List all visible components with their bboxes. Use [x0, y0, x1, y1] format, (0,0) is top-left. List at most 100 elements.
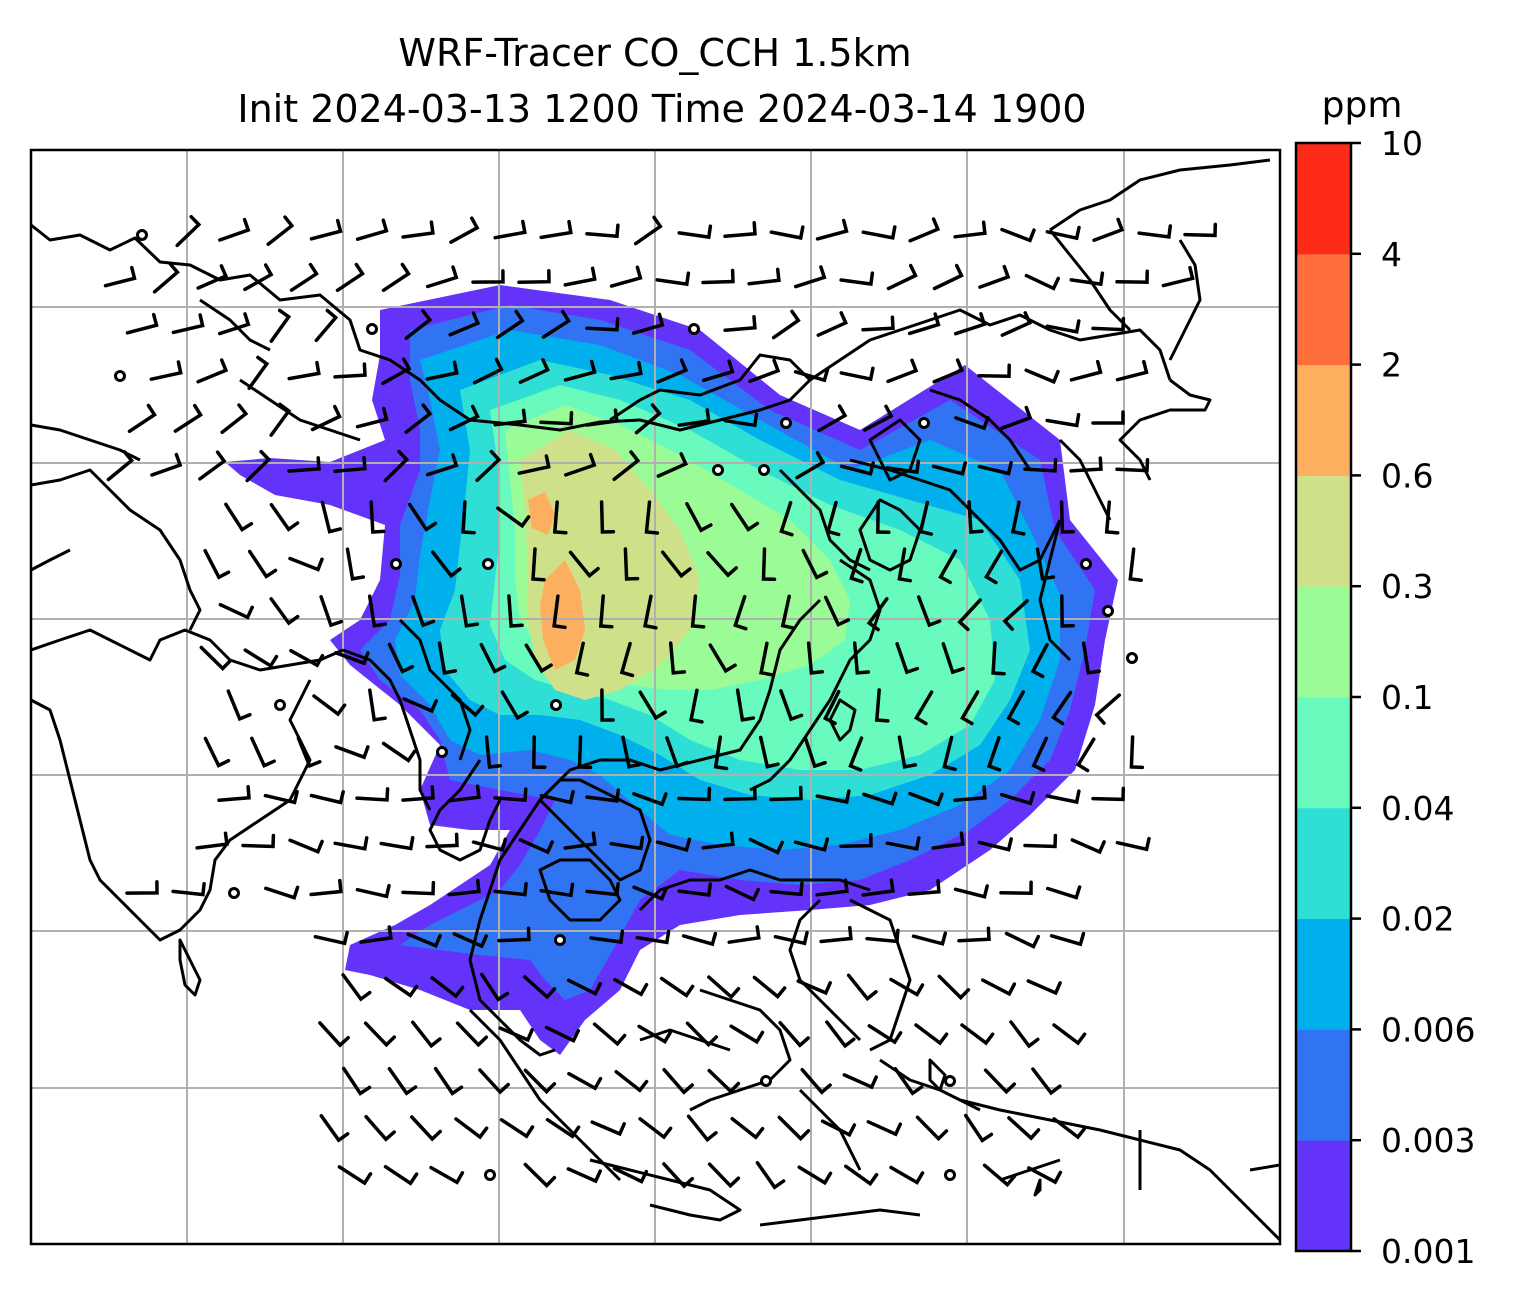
- wind-barb: [568, 550, 600, 579]
- colorbar-unit: ppm: [1322, 85, 1403, 126]
- wind-barb: [609, 265, 643, 288]
- wind-barb: [659, 976, 695, 998]
- wind-barb: [915, 1115, 949, 1142]
- wind-barb: [411, 595, 436, 628]
- wind-barb: [585, 223, 620, 239]
- wind-barb: [755, 1160, 786, 1190]
- wind-barb: [243, 263, 274, 292]
- plume-band-0.6-north: [528, 492, 555, 535]
- wind-barb: [552, 594, 567, 630]
- wind-barb: [171, 313, 205, 335]
- wind-barb: [1070, 838, 1106, 855]
- wind-barbs: [103, 214, 1218, 1190]
- wind-barb: [334, 651, 370, 666]
- wind-barb: [1128, 547, 1143, 582]
- wind-barb: [289, 262, 319, 292]
- wind-barb: [387, 642, 415, 674]
- wind-barb: [643, 594, 658, 630]
- wind-barb: [686, 1114, 718, 1143]
- wind-barb: [383, 1164, 419, 1186]
- wind-barb: [507, 594, 524, 628]
- wind-barb: [564, 452, 597, 477]
- wind-barb: [815, 218, 849, 241]
- wind-barb: [448, 311, 481, 337]
- wind-barb: [1075, 737, 1096, 773]
- wind-barb: [723, 412, 759, 428]
- calm-wind-circle: [688, 323, 700, 335]
- wind-barb: [250, 736, 276, 769]
- colorbar-segment: [1296, 1140, 1351, 1252]
- wind-barb: [106, 450, 135, 482]
- wind-barb: [430, 976, 465, 999]
- wind-barb: [978, 264, 1011, 289]
- wind-barb: [431, 550, 462, 579]
- wind-barb: [539, 882, 575, 898]
- wind-barb: [932, 358, 965, 384]
- wind-barb: [842, 1073, 878, 1090]
- wind-barb: [196, 358, 229, 384]
- wind-barb: [175, 214, 202, 248]
- wind-barb: [619, 641, 635, 678]
- wind-barb: [563, 266, 597, 287]
- wind-barb: [425, 832, 459, 849]
- calm-wind-circle: [390, 558, 402, 570]
- wind-barb: [963, 1113, 994, 1143]
- wind-barb: [1115, 457, 1150, 473]
- wind-barb: [149, 360, 183, 381]
- wind-barb: [980, 978, 1017, 997]
- wind-barb: [937, 974, 971, 1001]
- wind-barb: [1030, 642, 1049, 679]
- wind-barb: [701, 359, 735, 383]
- wind-barb: [907, 879, 941, 896]
- wind-barb: [598, 594, 614, 629]
- wind-barb: [450, 693, 485, 718]
- wind-barb: [779, 689, 804, 722]
- wind-barb: [609, 835, 645, 851]
- wind-barb: [500, 690, 529, 721]
- colorbar-segment: [1296, 1029, 1351, 1141]
- wind-barb: [941, 642, 965, 675]
- wind-barb: [407, 502, 438, 532]
- wind-barb: [769, 785, 803, 802]
- wind-barb: [1052, 1117, 1087, 1140]
- wind-barb: [103, 265, 137, 288]
- wind-barb: [1004, 931, 1041, 949]
- wind-barb: [171, 881, 206, 897]
- wind-barb: [632, 792, 668, 807]
- wind-barb: [863, 404, 894, 432]
- wind-barb: [585, 317, 620, 332]
- wind-barb: [931, 831, 965, 850]
- wind-barb: [631, 312, 665, 335]
- wind-barb: [455, 1021, 489, 1048]
- wind-barb: [150, 452, 183, 477]
- calm-wind-circle: [758, 464, 770, 476]
- wind-barb: [885, 836, 921, 851]
- colorbar-tick-label: 0.6: [1381, 456, 1433, 495]
- wind-barb: [523, 1162, 557, 1188]
- wind-barb: [954, 416, 990, 431]
- wind-barb: [637, 1024, 673, 1044]
- wind-barb: [448, 404, 480, 432]
- wind-barb: [769, 881, 804, 897]
- wind-barb: [471, 269, 505, 284]
- wind-barb: [634, 403, 662, 435]
- wind-barb: [733, 594, 748, 631]
- wind-barb: [656, 358, 689, 384]
- wind-barb: [577, 735, 593, 770]
- wind-barb: [793, 837, 830, 852]
- wind-barb: [706, 551, 738, 578]
- wind-barb: [600, 688, 615, 722]
- wind-barb: [957, 598, 982, 632]
- wind-barb: [848, 736, 864, 772]
- wind-barb: [563, 359, 597, 382]
- colorbar-segment: [1296, 918, 1351, 1030]
- wind-barb: [1027, 1166, 1063, 1185]
- wind-barb: [379, 835, 415, 851]
- wind-barb: [224, 502, 254, 533]
- wind-barb: [173, 403, 204, 433]
- wind-barb: [932, 263, 964, 291]
- calm-wind-circle: [944, 1169, 956, 1181]
- wind-barb: [614, 1069, 649, 1093]
- wind-barb: [599, 500, 616, 534]
- wind-barb: [885, 459, 921, 475]
